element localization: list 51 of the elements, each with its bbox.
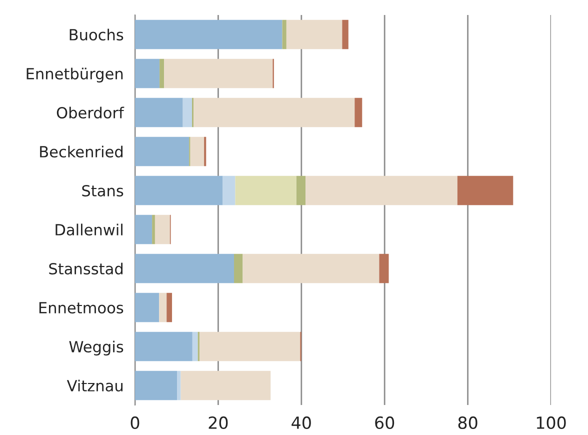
x-tick-label: 60 [375,416,394,430]
bar [177,370,181,400]
bar [180,370,271,400]
bar [164,58,273,88]
bar [135,254,234,284]
bar [457,176,514,206]
bar [135,176,223,206]
bar [135,20,282,50]
bar [135,136,190,166]
bar [286,20,342,50]
bar [135,332,192,362]
bar [379,254,389,284]
bar [354,98,362,128]
bar [222,176,236,206]
bar [242,254,380,284]
bar [135,214,152,244]
bar [160,58,164,88]
y-tick-label: Vitznau [66,380,123,392]
bar [192,332,198,362]
bar [235,176,296,206]
x-tick-label: 80 [458,416,478,430]
bar [282,20,286,50]
y-tick-label: Buochs [70,28,124,41]
y-tick-label: Stans [82,184,124,197]
bar [152,214,155,244]
bar [194,98,355,128]
bar [159,292,167,322]
x-tick-label: 0 [130,416,140,430]
y-tick-label: Beckenried [40,146,122,158]
bar [135,370,178,400]
bar [296,176,306,206]
x-tick-label: 20 [208,416,228,430]
bar [135,58,160,88]
bar [154,214,170,244]
bar [199,332,300,362]
x-tick-label: 100 [536,416,566,430]
y-tick-label: Ennetbürgen [26,68,123,82]
bar [135,292,160,322]
bar [234,254,243,284]
y-tick-label: Dallenwil [56,224,122,236]
y-tick-label: Oberdorf [56,106,124,119]
y-tick-label: Stansstad [49,262,122,275]
y-tick-label: Ennetmoos [39,302,124,314]
y-tick-label: Weggis [69,340,124,356]
bar [306,176,458,206]
bar [182,98,192,128]
bar [135,98,183,128]
x-tick-label: 40 [292,416,311,430]
bar [342,20,348,50]
bar [166,292,172,322]
bar [190,136,204,166]
